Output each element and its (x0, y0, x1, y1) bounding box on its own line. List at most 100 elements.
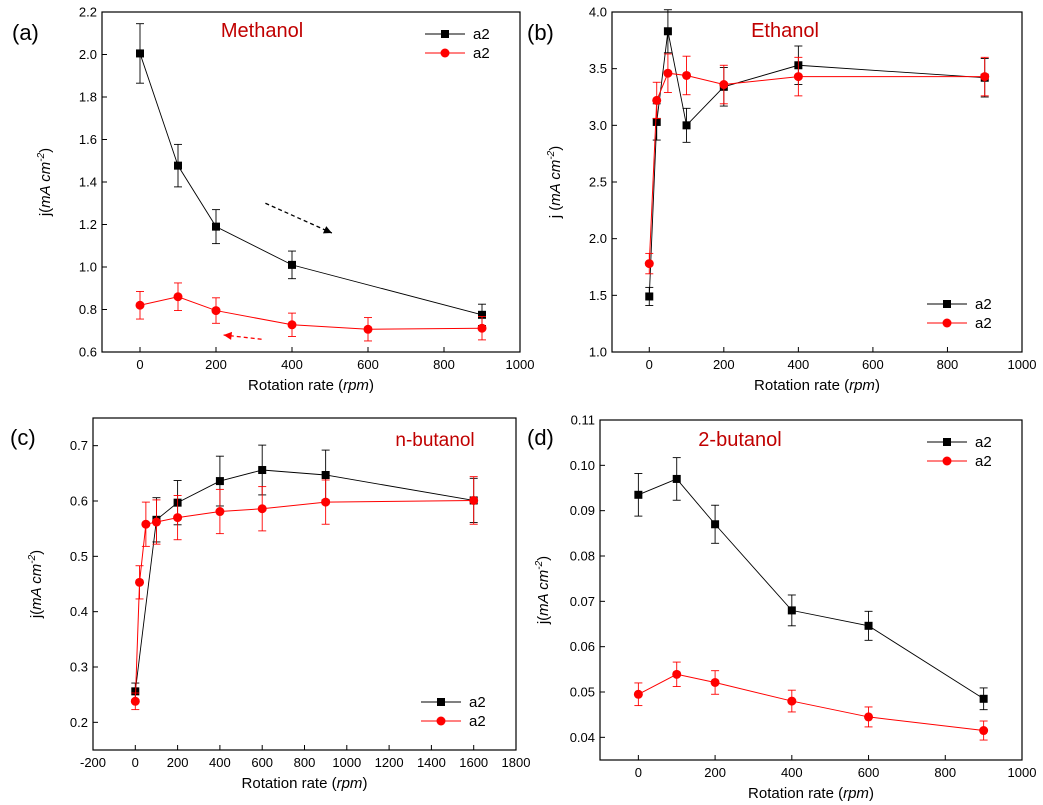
x-tick-label: 800 (934, 765, 956, 780)
x-tick-label: 1400 (417, 755, 446, 770)
x-tick-label: 600 (357, 357, 379, 372)
chart-title: Methanol (221, 20, 303, 42)
data-point (672, 669, 682, 679)
data-point (644, 259, 654, 269)
x-tick-label: 600 (862, 357, 884, 372)
x-tick-label: 400 (788, 357, 810, 372)
legend-label: a2 (473, 45, 490, 62)
x-tick-label: 1200 (375, 755, 404, 770)
data-point (979, 694, 988, 703)
x-axis-label: Rotation rate (rpm) (242, 775, 368, 792)
x-tick-label: 200 (713, 357, 735, 372)
y-tick-label: 1.0 (589, 345, 607, 360)
data-point (215, 507, 225, 517)
x-tick-label: 200 (704, 765, 726, 780)
x-tick-label: 400 (209, 755, 231, 770)
y-tick-label: 0.04 (570, 730, 595, 745)
legend-marker (942, 318, 952, 328)
panel-label: (c) (10, 425, 36, 450)
series-line (638, 673, 984, 732)
chart-title: Ethanol (751, 20, 819, 42)
y-tick-label: 0.2 (70, 715, 88, 730)
data-point (663, 27, 672, 36)
x-tick-label: 0 (136, 357, 143, 372)
data-point (173, 513, 183, 523)
data-point (711, 520, 720, 529)
y-tick-label: 3.0 (589, 118, 607, 133)
x-tick-label: 400 (281, 357, 303, 372)
x-tick-label: 800 (937, 357, 959, 372)
data-point (477, 323, 487, 333)
panel-c: -200 0 200 400 600 800 1000 1200 1400 1600 1800 0.2… (10, 417, 530, 792)
data-point (288, 260, 296, 269)
data-point (211, 306, 221, 316)
panel-a: 0 200 400 600 800 1000 0.6 0.8 1.0 1.2 1.4 1.6 1.8 2.… (12, 5, 534, 395)
y-tick-label: 0.11 (571, 413, 595, 428)
y-axis-label: j(mA cm-2) (534, 556, 552, 625)
y-tick-label: 3.5 (589, 61, 607, 76)
x-tick-label: 0 (635, 765, 642, 780)
data-point (478, 310, 486, 319)
y-tick-label: 1.5 (589, 288, 607, 303)
series-line (134, 469, 474, 692)
data-point (212, 222, 220, 231)
data-point (682, 70, 692, 80)
y-tick-label: 0.5 (70, 549, 88, 564)
legend-marker (943, 300, 951, 308)
legend-label: a2 (469, 713, 486, 730)
series-line (648, 72, 985, 264)
series-line (134, 499, 474, 702)
data-point (215, 477, 224, 486)
x-axis-label: Rotation rate (rpm) (748, 785, 874, 802)
legend-marker (441, 30, 449, 38)
y-tick-label: 0.6 (70, 494, 88, 509)
data-point (321, 497, 331, 507)
x-tick-label: 400 (781, 765, 803, 780)
panel-b: 0 200 400 600 800 1000 1.0 1.5 2.0 2.5 3.0 3.5 4.0 Ro… (527, 5, 1036, 395)
data-point (672, 474, 681, 483)
data-point (634, 490, 643, 499)
y-tick-label: 2.0 (589, 231, 607, 246)
x-tick-label: 800 (433, 357, 455, 372)
y-tick-label: 2.0 (79, 47, 97, 62)
x-tick-label: 200 (167, 755, 189, 770)
series-line (638, 478, 984, 700)
data-point (130, 696, 140, 706)
y-tick-label: 0.3 (70, 660, 88, 675)
y-tick-label: 0.8 (79, 302, 97, 317)
y-tick-label: 0.09 (570, 503, 595, 518)
x-tick-label: 1600 (459, 755, 488, 770)
x-tick-label: 1000 (1008, 357, 1037, 372)
data-point (682, 121, 691, 130)
panel-label: (d) (527, 425, 554, 450)
data-point (793, 72, 803, 82)
series-line (648, 31, 985, 297)
x-tick-label: 1000 (332, 755, 361, 770)
data-point (151, 517, 161, 527)
y-tick-label: 0.07 (570, 594, 595, 609)
annotation-arrowhead (322, 226, 332, 234)
y-tick-label: 0.6 (79, 345, 97, 360)
data-point (141, 519, 151, 529)
legend-marker (437, 698, 445, 706)
y-tick-label: 4.0 (589, 5, 607, 20)
y-tick-label: 1.2 (79, 217, 97, 232)
series-line (139, 53, 483, 316)
plot-frame (611, 11, 1023, 353)
data-point (710, 677, 720, 687)
data-point (663, 68, 673, 78)
x-tick-label: 600 (251, 755, 273, 770)
chart-title: n-butanol (395, 430, 474, 451)
data-point (363, 324, 373, 334)
y-tick-label: 1.0 (79, 260, 97, 275)
panel-label: (a) (12, 20, 39, 45)
data-point (257, 504, 267, 514)
y-tick-label: 2.5 (589, 175, 607, 190)
y-axis-label: j(mA cm-2) (27, 550, 45, 619)
data-point (787, 606, 796, 615)
plot-frame (101, 11, 521, 353)
legend-marker (436, 716, 446, 726)
y-tick-label: 1.8 (79, 90, 97, 105)
panel-label: (b) (527, 20, 554, 45)
y-tick-label: 0.7 (70, 438, 88, 453)
